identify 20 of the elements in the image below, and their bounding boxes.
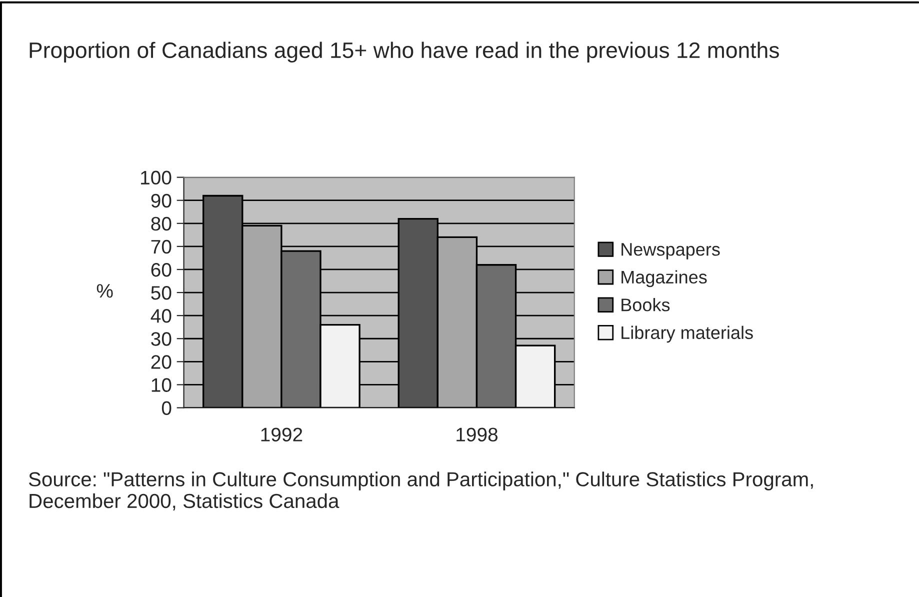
legend-label: Books [622, 298, 670, 312]
y-tick-label: 90 [151, 194, 172, 208]
y-tick-label: 50 [151, 286, 172, 300]
x-tick-label: 1998 [456, 428, 498, 442]
legend-label: Newspapers [622, 243, 720, 260]
y-tick-label: 70 [151, 240, 172, 254]
y-tick-label: 60 [151, 262, 172, 277]
y-tick-label: 80 [151, 216, 172, 231]
legend-label: Magazines [622, 270, 707, 288]
y-tick-label: 100 [141, 170, 172, 185]
chart-title: Proportion of Canadians aged 15+ who have read in the previous 12 months [30, 42, 779, 63]
y-tick-label: 10 [152, 378, 172, 392]
x-tick-label: 1992 [261, 428, 302, 442]
source-note: Source: "Patterns in Culture Consumption and Participation," Culture Statistics Program, December 2000, Statistics Canada [28, 472, 813, 510]
legend-label: Library materials [622, 326, 753, 343]
y-tick-label: 40 [150, 309, 172, 323]
y-tick-label: 20 [151, 355, 172, 369]
y-axis-title: % [96, 284, 113, 298]
y-tick-label: 30 [151, 332, 172, 346]
y-tick-label: 0 [162, 401, 172, 415]
